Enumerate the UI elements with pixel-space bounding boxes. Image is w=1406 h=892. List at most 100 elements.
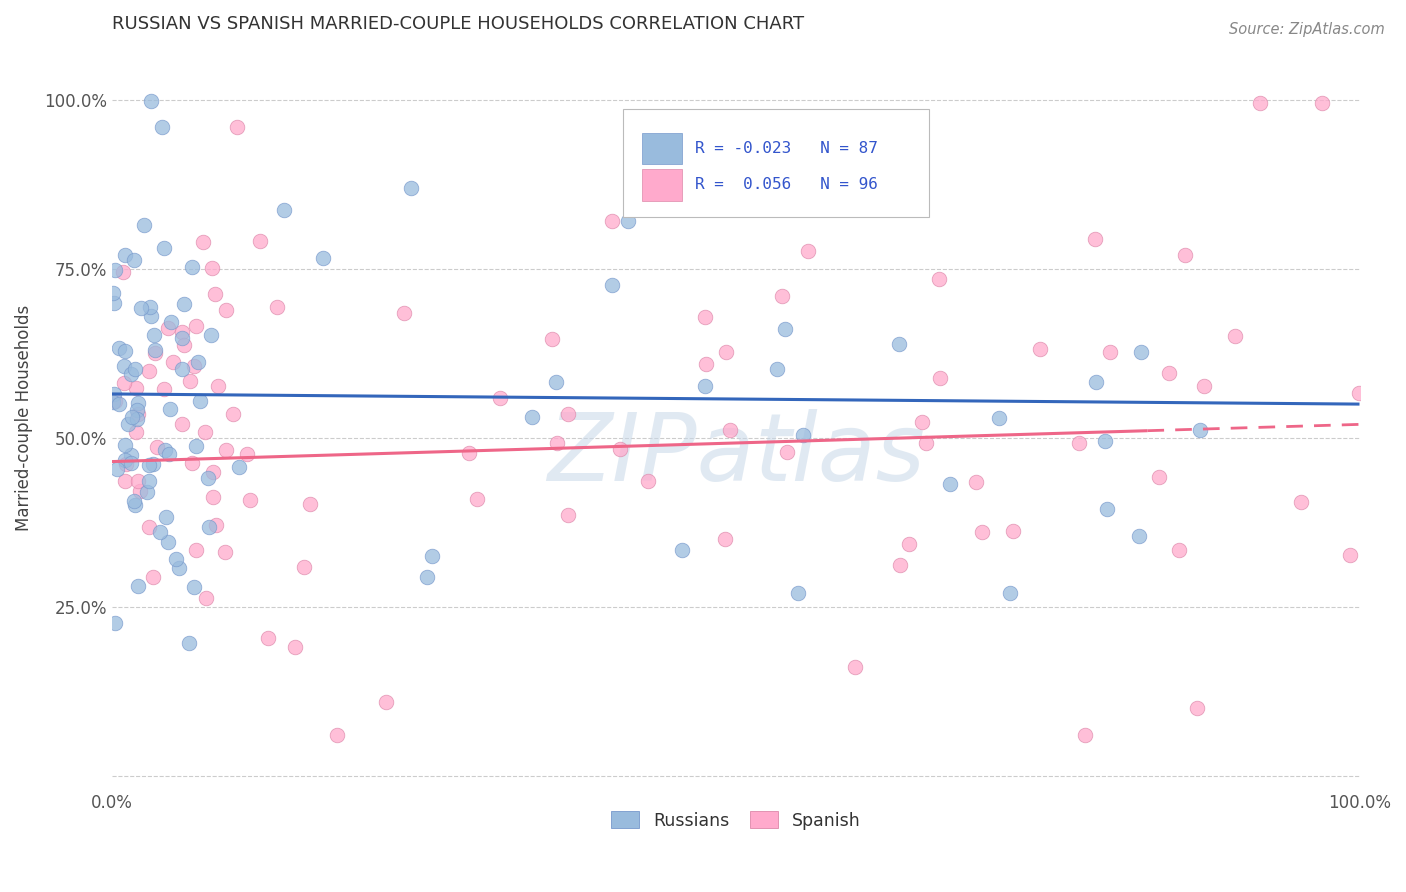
Point xyxy=(546,436,568,450)
Point xyxy=(159,401,181,416)
Point xyxy=(125,412,148,426)
Point xyxy=(138,474,160,488)
Point xyxy=(557,508,579,523)
Point xyxy=(965,475,987,489)
Point xyxy=(693,310,716,325)
Point xyxy=(889,558,911,572)
Point xyxy=(162,355,184,369)
Point xyxy=(718,423,741,437)
Point xyxy=(416,570,439,584)
Point xyxy=(546,376,568,390)
Point xyxy=(184,440,207,454)
Point xyxy=(184,319,207,334)
Point xyxy=(401,180,423,194)
Point xyxy=(693,378,716,392)
Point xyxy=(127,407,149,421)
Point xyxy=(939,477,962,491)
Point xyxy=(142,458,165,472)
Point xyxy=(153,443,176,458)
Point xyxy=(1147,470,1170,484)
Point xyxy=(159,315,181,329)
Point xyxy=(181,260,204,275)
Point xyxy=(1168,542,1191,557)
Point xyxy=(844,659,866,673)
Point xyxy=(108,342,131,356)
FancyBboxPatch shape xyxy=(643,133,682,164)
Point xyxy=(1348,386,1371,401)
Legend: Russians, Spanish: Russians, Spanish xyxy=(605,805,868,837)
FancyBboxPatch shape xyxy=(643,169,682,201)
Point xyxy=(138,520,160,534)
Point xyxy=(112,265,135,279)
Point xyxy=(165,551,187,566)
Point xyxy=(887,337,910,351)
Point xyxy=(1002,524,1025,538)
Point xyxy=(125,425,148,439)
Point xyxy=(187,355,209,369)
Point xyxy=(180,456,202,470)
Point xyxy=(143,345,166,359)
Point xyxy=(149,525,172,540)
Point xyxy=(156,535,179,549)
Point xyxy=(222,407,245,421)
Point xyxy=(911,415,934,429)
Point xyxy=(225,120,247,134)
Point xyxy=(138,458,160,472)
Point xyxy=(202,490,225,504)
Point xyxy=(114,438,136,452)
Point xyxy=(617,214,640,228)
Point xyxy=(541,332,564,346)
Point xyxy=(188,394,211,409)
Point xyxy=(112,359,135,374)
Point xyxy=(988,411,1011,425)
Text: R =  0.056   N = 96: R = 0.056 N = 96 xyxy=(695,178,877,193)
Point xyxy=(1249,96,1271,111)
Point xyxy=(236,447,259,461)
Point xyxy=(249,234,271,248)
Point xyxy=(136,484,159,499)
Point xyxy=(121,409,143,424)
Point xyxy=(897,537,920,551)
Point xyxy=(104,263,127,277)
Point xyxy=(797,244,820,258)
Point xyxy=(1098,344,1121,359)
Point xyxy=(142,570,165,584)
Point xyxy=(169,561,191,575)
Point xyxy=(776,444,799,458)
Point xyxy=(609,442,631,456)
Point xyxy=(215,303,238,318)
Point xyxy=(1128,529,1150,543)
Point xyxy=(671,542,693,557)
Point xyxy=(170,417,193,432)
Point xyxy=(214,545,236,559)
Point xyxy=(129,301,152,316)
Point xyxy=(150,120,173,134)
Point xyxy=(105,462,128,476)
Point xyxy=(312,251,335,265)
Point xyxy=(215,442,238,457)
Point xyxy=(114,453,136,467)
Point xyxy=(392,306,415,320)
Point xyxy=(179,636,201,650)
Point xyxy=(522,409,544,424)
Point xyxy=(179,374,201,388)
Point xyxy=(197,471,219,485)
Point xyxy=(239,493,262,508)
Point xyxy=(112,376,135,390)
Point xyxy=(153,241,176,255)
Point xyxy=(1095,502,1118,516)
Point xyxy=(970,525,993,540)
Point xyxy=(114,248,136,262)
Point xyxy=(375,695,398,709)
Point xyxy=(205,517,228,532)
Point xyxy=(127,579,149,593)
Text: ZIPatlas: ZIPatlas xyxy=(547,409,925,500)
Point xyxy=(183,359,205,373)
Point xyxy=(228,459,250,474)
Y-axis label: Married-couple Households: Married-couple Households xyxy=(15,304,32,531)
Point xyxy=(1339,548,1361,562)
Point xyxy=(103,387,125,401)
Point xyxy=(914,436,936,450)
Point xyxy=(138,300,160,314)
Point xyxy=(201,261,224,276)
